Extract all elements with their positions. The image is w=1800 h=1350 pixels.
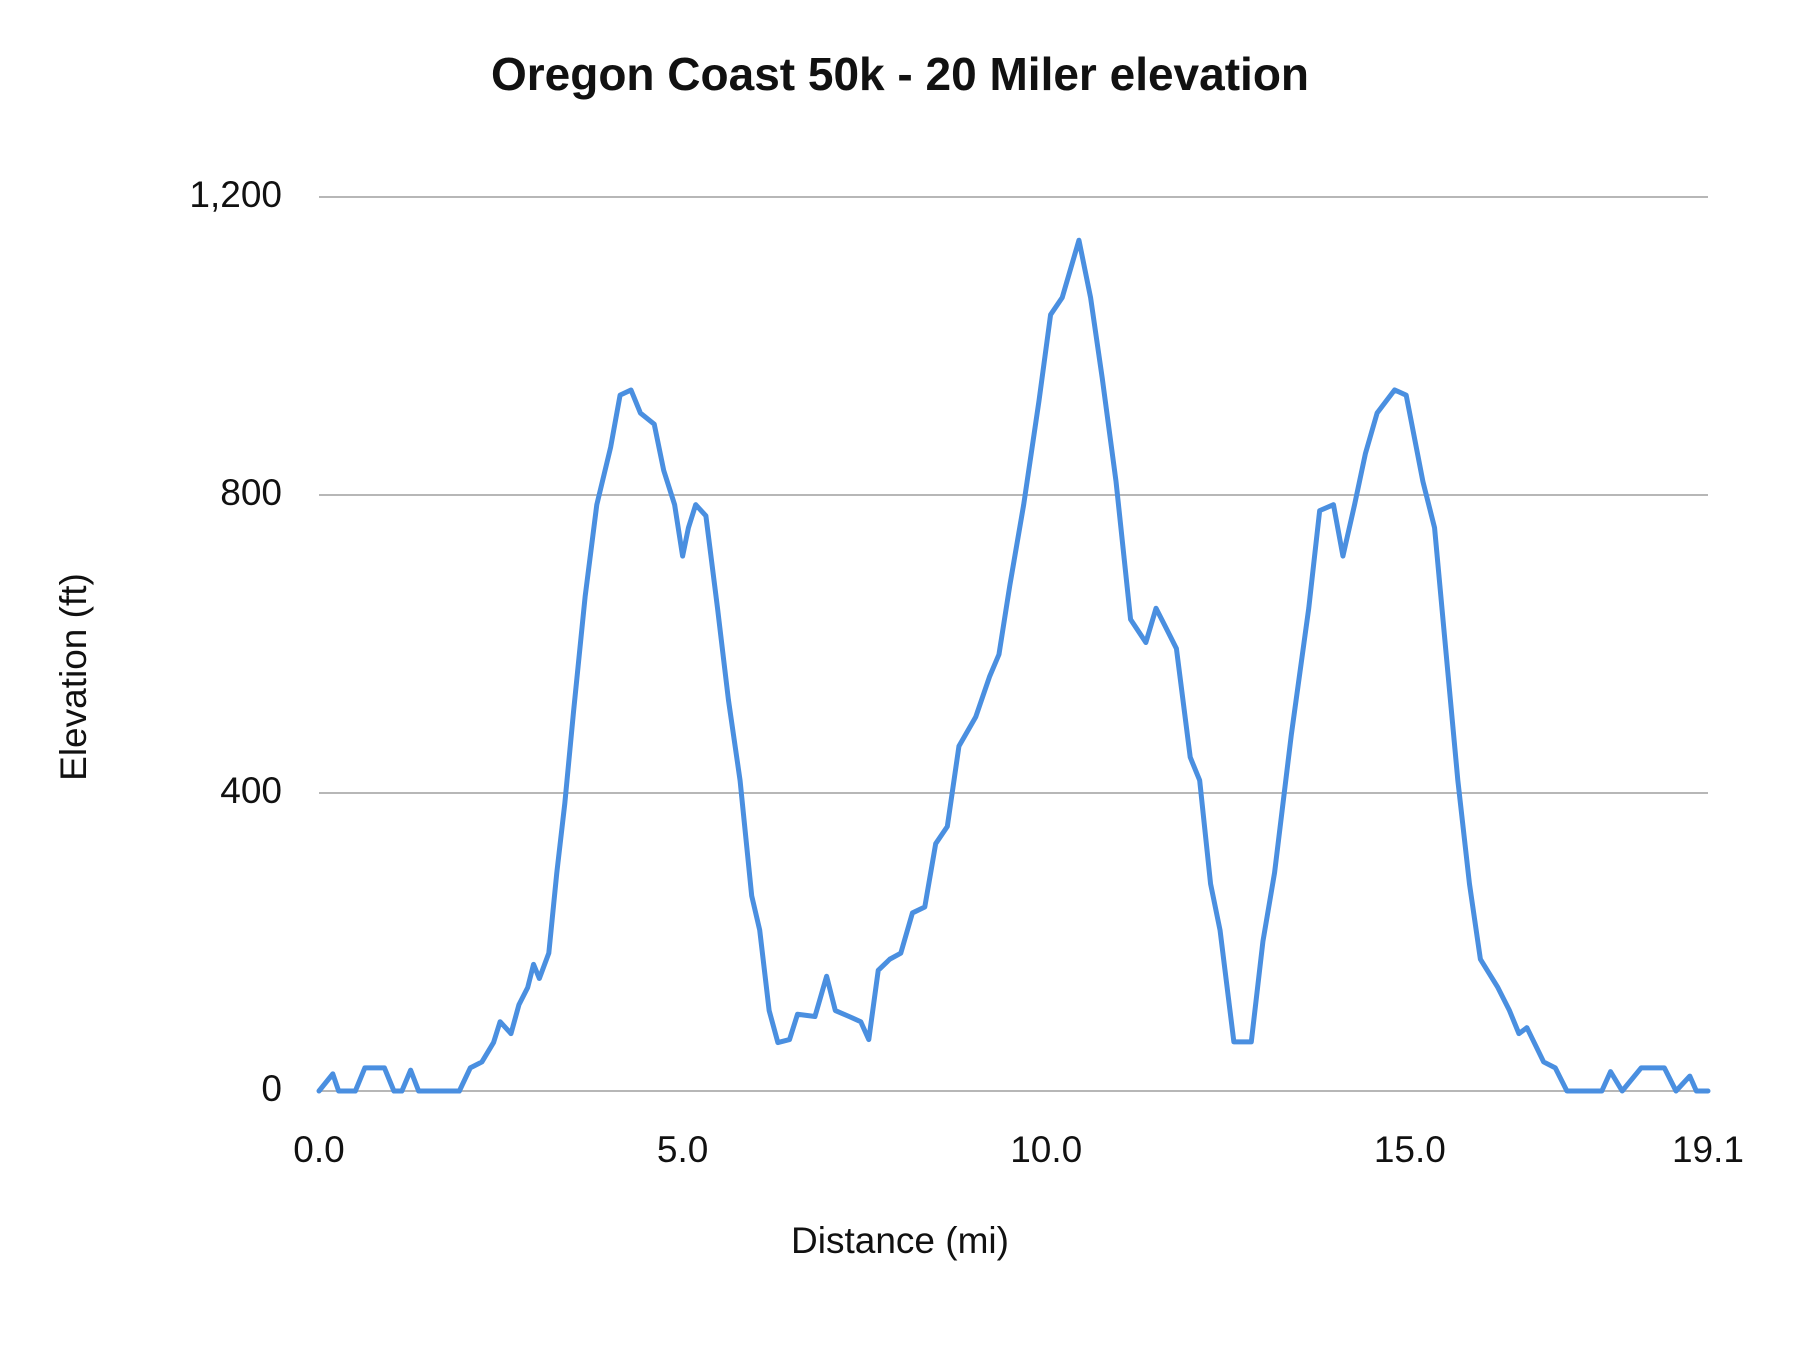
x-tick-label: 15.0: [1374, 1129, 1446, 1170]
x-tick-label: 19.1: [1672, 1129, 1744, 1170]
x-tick-label: 10.0: [1010, 1129, 1082, 1170]
line-series: [316, 237, 1711, 1094]
x-tick-label: 5.0: [657, 1129, 708, 1170]
y-tick-label: 400: [220, 770, 282, 811]
y-axis-label: Elevation (ft): [53, 573, 94, 781]
y-tick-label: 0: [261, 1068, 282, 1109]
x-axis-label: Distance (mi): [791, 1220, 1009, 1261]
x-tick-label: 0.0: [293, 1129, 344, 1170]
y-tick-label: 800: [220, 472, 282, 513]
y-tick-label: 1,200: [189, 174, 282, 215]
chart-title: Oregon Coast 50k - 20 Miler elevation: [491, 48, 1309, 100]
